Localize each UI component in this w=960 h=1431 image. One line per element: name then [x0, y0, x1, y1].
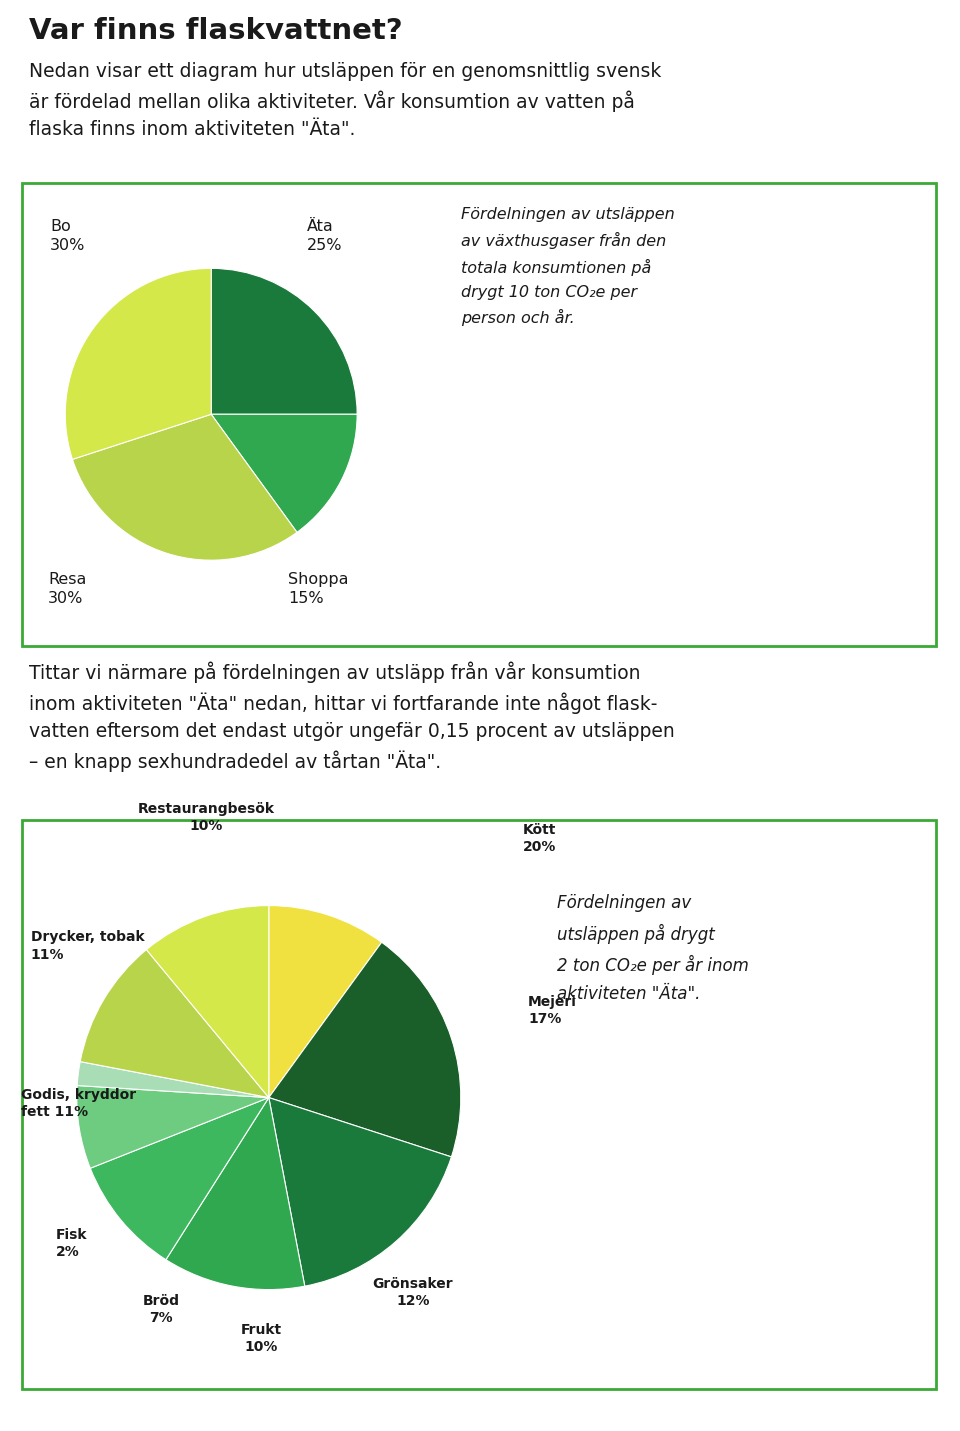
- Text: Var finns flaskvattnet?: Var finns flaskvattnet?: [29, 17, 402, 44]
- Text: Nedan visar ett diagram hur utsläppen för en genomsnittlig svensk
är fördelad me: Nedan visar ett diagram hur utsläppen fö…: [29, 62, 661, 139]
- Text: Bo: Bo: [50, 219, 71, 233]
- Text: 2%: 2%: [56, 1245, 80, 1259]
- Wedge shape: [269, 1098, 451, 1286]
- FancyBboxPatch shape: [22, 183, 936, 647]
- Text: Fördelningen av
utsläppen på drygt
2 ton CO₂e per år inom
aktiviteten "Äta".: Fördelningen av utsläppen på drygt 2 ton…: [557, 894, 749, 1003]
- Wedge shape: [211, 415, 357, 532]
- Wedge shape: [269, 906, 382, 1098]
- Text: 12%: 12%: [396, 1294, 429, 1308]
- Text: Bröd: Bröd: [143, 1294, 180, 1308]
- Wedge shape: [269, 942, 461, 1156]
- Text: 15%: 15%: [288, 591, 324, 605]
- Text: Drycker, tobak: Drycker, tobak: [31, 930, 144, 944]
- Text: Kött: Kött: [523, 823, 557, 837]
- Text: Mejeri: Mejeri: [528, 995, 577, 1009]
- Text: fett 11%: fett 11%: [21, 1105, 88, 1119]
- Text: 30%: 30%: [48, 591, 84, 605]
- Text: 10%: 10%: [190, 819, 223, 833]
- Wedge shape: [211, 269, 357, 415]
- Text: 11%: 11%: [31, 947, 64, 962]
- Text: Tittar vi närmare på fördelningen av utsläpp från vår konsumtion
inom aktivitete: Tittar vi närmare på fördelningen av uts…: [29, 661, 675, 773]
- Text: 17%: 17%: [528, 1012, 562, 1026]
- Wedge shape: [81, 950, 269, 1098]
- Wedge shape: [166, 1098, 304, 1289]
- Text: Restaurangbesök: Restaurangbesök: [138, 801, 275, 816]
- Wedge shape: [77, 1086, 269, 1168]
- Text: Fördelningen av utsläppen
av växthusgaser från den
totala konsumtionen på
drygt : Fördelningen av utsläppen av växthusgase…: [461, 207, 675, 326]
- Text: Shoppa: Shoppa: [288, 572, 348, 587]
- Wedge shape: [90, 1098, 269, 1259]
- Text: 10%: 10%: [245, 1339, 277, 1354]
- Wedge shape: [72, 415, 297, 560]
- Wedge shape: [65, 269, 211, 459]
- Text: Fisk: Fisk: [56, 1228, 87, 1242]
- Text: Resa: Resa: [48, 572, 86, 587]
- Wedge shape: [147, 906, 269, 1098]
- Text: Äta: Äta: [307, 219, 334, 233]
- FancyBboxPatch shape: [22, 820, 936, 1390]
- Wedge shape: [77, 1062, 269, 1098]
- Text: 7%: 7%: [150, 1311, 173, 1325]
- Text: Frukt: Frukt: [241, 1322, 281, 1337]
- Text: Godis, kryddor: Godis, kryddor: [21, 1088, 136, 1102]
- Text: 20%: 20%: [523, 840, 557, 854]
- Text: 30%: 30%: [50, 238, 85, 252]
- Text: Grönsaker: Grönsaker: [372, 1276, 453, 1291]
- Text: 25%: 25%: [307, 238, 343, 252]
